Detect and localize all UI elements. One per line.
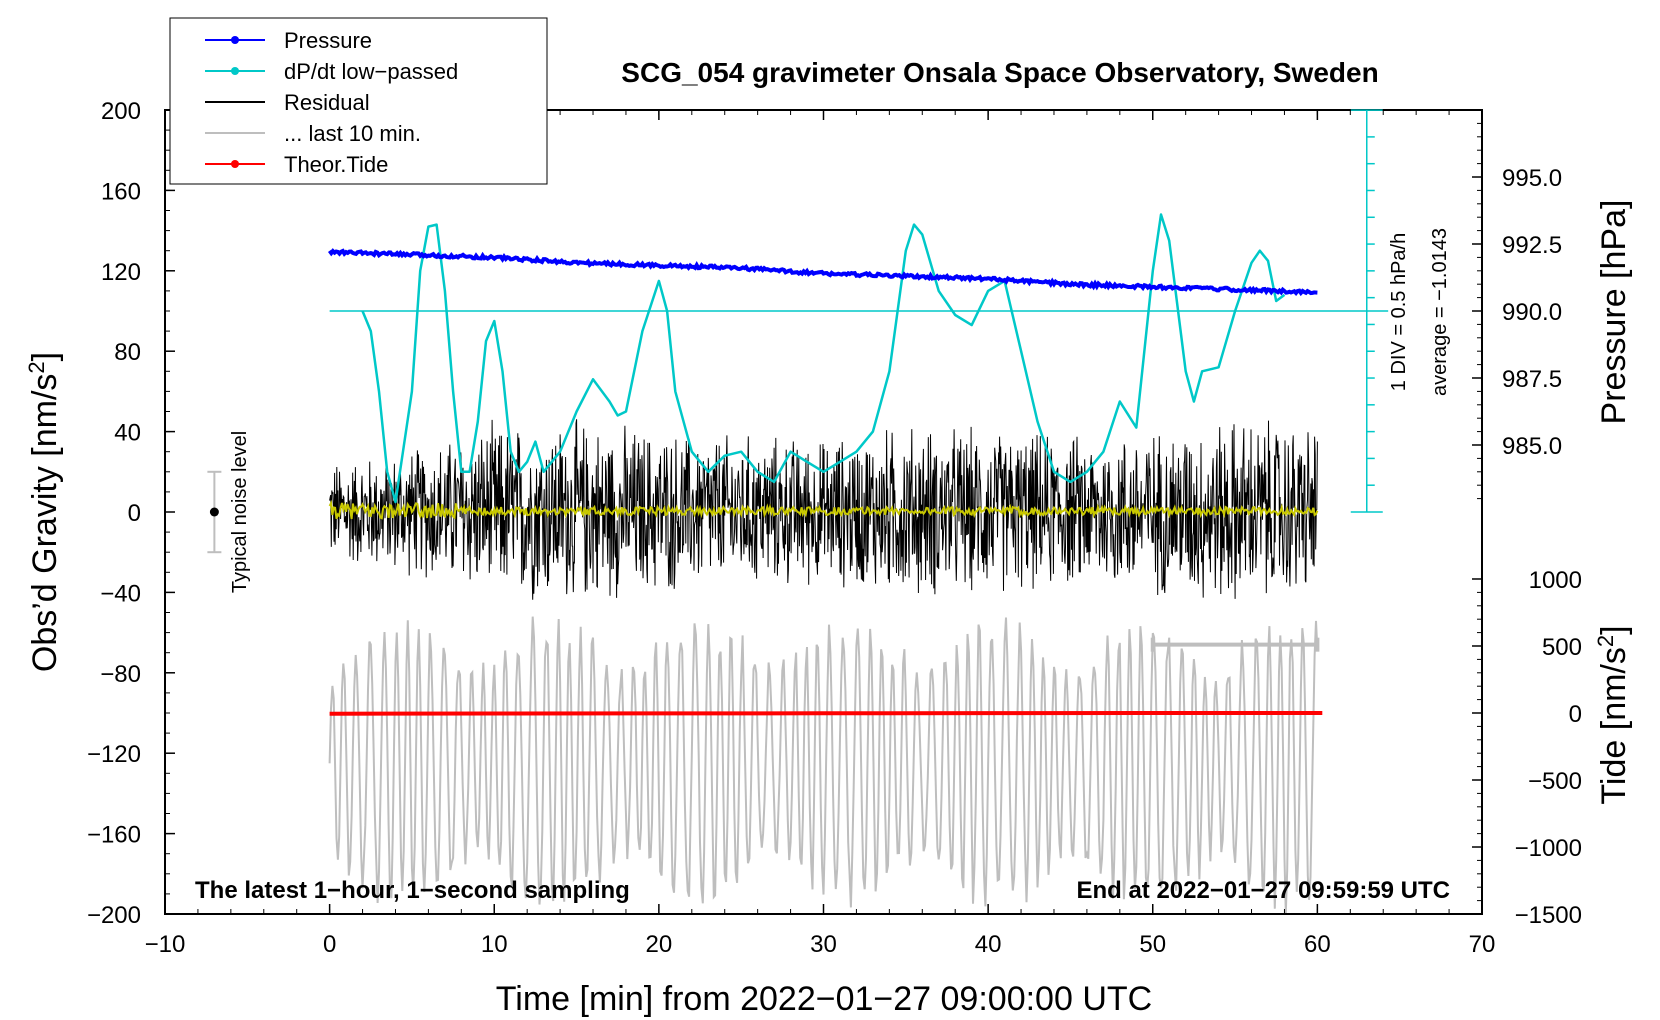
pressure-tick-label: 987.5 [1502, 366, 1562, 393]
legend-label: dP/dt low−passed [284, 59, 458, 84]
theor-tide-line [329, 711, 1323, 716]
y-tick-label: −40 [100, 580, 141, 607]
x-tick-label: −10 [145, 931, 186, 958]
y-tick-label: −200 [87, 902, 141, 929]
x-tick-label: 10 [481, 931, 508, 958]
pressure-tick-label: 992.5 [1502, 232, 1562, 259]
y-tick-label: 40 [114, 420, 141, 447]
y-axis-title-left: Obs’d Gravity [nm/s2] [24, 352, 64, 672]
x-tick-label: 70 [1469, 931, 1496, 958]
legend-label: Residual [284, 90, 370, 115]
tide-tick-label: 1000 [1529, 567, 1582, 594]
dpdt-series [329, 213, 1389, 504]
y-axis-ticks: 200 160 120 80 40 0 −40 −80 −120 −160 −200 [87, 98, 175, 929]
pressure-line [327, 248, 1318, 297]
dpdt-scale-ruler [1350, 109, 1383, 513]
pressure-series [327, 248, 1318, 297]
ten-minute-scale-bar [1150, 637, 1320, 652]
annotation-end-time: End at 2022−01−27 09:59:59 UTC [1076, 877, 1450, 904]
chart-title: SCG_054 gravimeter Onsala Space Observat… [621, 57, 1378, 88]
pressure-axis-ticks: 995.0 992.5 990.0 987.5 985.0 [1472, 109, 1562, 500]
last-10-min-line [328, 616, 1319, 914]
dpdt-line [361, 213, 1286, 504]
x-tick-label: 30 [810, 931, 837, 958]
x-axis-title: Time [min] from 2022−01−27 09:00:00 UTC [496, 980, 1152, 1018]
y-tick-label: −160 [87, 822, 141, 849]
residual-series [329, 419, 1318, 600]
tide-tick-label: 0 [1569, 701, 1582, 728]
legend: Pressure dP/dt low−passed Residual ... last… [205, 28, 458, 177]
y-axis-title-pressure: Pressure [hPa] [1595, 200, 1633, 425]
tide-tick-label: −1500 [1515, 902, 1582, 929]
y-tick-label: 200 [101, 98, 141, 125]
last-10-min-series [328, 616, 1319, 914]
x-tick-label: 60 [1304, 931, 1331, 958]
legend-label: ... last 10 min. [284, 121, 421, 146]
x-axis-ticks: −10 0 10 20 30 40 50 60 70 [145, 110, 1496, 958]
y-tick-label: −120 [87, 741, 141, 768]
smoothed-residual-line [328, 499, 1319, 520]
legend-label: Pressure [284, 28, 372, 53]
y-tick-label: 120 [101, 259, 141, 286]
tide-tick-label: −500 [1528, 768, 1582, 795]
y-axis-title-tide: Tide [nm/s2] [1593, 625, 1633, 804]
theor-tide-series [329, 711, 1323, 716]
annotation-average: average = −1.0143 [1429, 228, 1451, 396]
tide-tick-label: −1000 [1515, 835, 1582, 862]
tide-axis-ticks: 1000 500 0 −500 −1000 −1500 [1472, 567, 1582, 929]
residual-line [329, 419, 1318, 600]
pressure-tick-label: 985.0 [1502, 433, 1562, 460]
legend-marker [231, 67, 239, 75]
smoothed-residual-series [328, 499, 1319, 520]
pressure-tick-label: 995.0 [1502, 165, 1562, 192]
legend-label: Theor.Tide [284, 152, 388, 177]
y-tick-label: 0 [128, 500, 141, 527]
noise-dot [209, 507, 219, 517]
y-tick-label: 160 [101, 178, 141, 205]
annotation-latest-hour: The latest 1−hour, 1−second sampling [195, 877, 630, 904]
y-tick-label: 80 [114, 339, 141, 366]
legend-marker [231, 160, 239, 168]
noise-level-indicator [207, 470, 222, 554]
x-tick-label: 20 [646, 931, 673, 958]
annotation-div: 1 DIV = 0.5 hPa/h [1388, 233, 1410, 391]
tide-tick-label: 500 [1542, 634, 1582, 661]
legend-marker [231, 36, 239, 44]
pressure-tick-label: 990.0 [1502, 299, 1562, 326]
x-tick-label: 40 [975, 931, 1002, 958]
annotation-noise-level: Typical noise level [229, 431, 251, 593]
x-tick-label: 50 [1139, 931, 1166, 958]
x-tick-label: 0 [323, 931, 336, 958]
y-tick-label: −80 [100, 661, 141, 688]
